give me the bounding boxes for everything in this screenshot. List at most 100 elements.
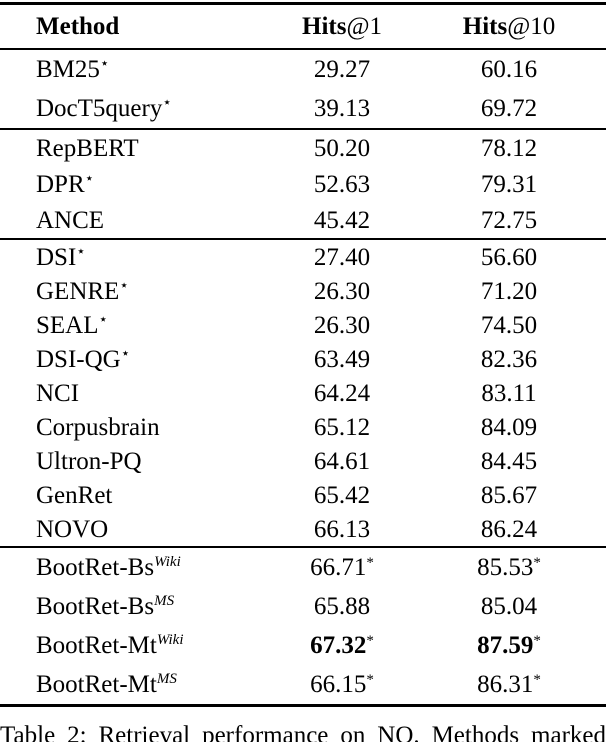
hits10-cell: 60.16 [412,57,606,82]
hits1-cell: 50.20 [272,136,412,161]
method-cell: DSI⋆ [0,243,272,270]
hits10-value: 84.09 [480,413,538,441]
method-cell: GENRE⋆ [0,277,272,305]
table-section: RepBERT 50.20 78.12 DPR⋆ 52.63 79.31 ANC… [0,130,606,238]
method-superscript: Wiki [154,554,181,570]
method-cell: NOVO [0,517,272,542]
table-row: BootRet-BsMS 65.88 85.04 [0,587,606,626]
results-table: Method Hits@1 Hits@10 BM25⋆ 29.27 60.16 … [0,2,606,707]
hits1-value: 39.13 [313,95,371,122]
hits1-cell: 64.24 [272,381,412,406]
table-row: NCI 64.24 83.11 [0,376,606,410]
table-row: Ultron-PQ 64.61 84.45 [0,444,606,478]
hits1-value: 66.15 [310,671,367,698]
method-name: RepBERT [36,134,139,162]
method-cell: BM25⋆ [0,56,272,83]
method-superscript: ⋆ [76,243,86,260]
table-caption: Table 2: Retrieval performance on NQ. Me… [0,722,606,742]
hits1-value: 63.49 [313,345,371,373]
hits1-value: 50.20 [313,134,371,162]
method-cell: BootRet-BsMS [0,593,272,620]
column-header-hits1: Hits@1 [272,14,412,39]
hits10-cell: 84.09 [412,415,606,440]
hits1-cell: 66.15* [272,672,412,697]
table-body: BM25⋆ 29.27 60.16 DocT5query⋆ 39.13 69.7… [0,48,606,704]
method-name: BootRet-Bs [36,554,155,581]
hits1-cell: 63.49 [272,347,412,372]
hits10-value: 86.31 [477,671,534,698]
method-cell: BootRet-BsWiki [0,554,272,581]
hits10-value: 86.24 [480,515,538,543]
hits1-cell: 26.30 [272,313,412,338]
method-cell: ANCE [0,208,272,233]
method-name: DocT5query [36,95,163,122]
method-superscript: ⋆ [99,56,110,72]
hits10-superscript: * [533,672,541,688]
method-name: ANCE [36,206,105,234]
table-row: BootRet-MtWiki 67.32* 87.59* [0,626,606,665]
table-row: Corpusbrain 65.12 84.09 [0,410,606,444]
hits10-value: 85.67 [480,481,538,509]
hits10-value: 79.31 [480,170,538,198]
method-superscript: ⋆ [98,311,108,328]
hits10-cell: 79.31 [412,172,606,197]
table-row: RepBERT 50.20 78.12 [0,130,606,166]
table-row: GenRet 65.42 85.67 [0,478,606,512]
hits10-cell: 78.12 [412,136,606,161]
hits1-cell: 65.12 [272,415,412,440]
hits10-strong: Hits [462,13,508,40]
method-cell: DPR⋆ [0,170,272,198]
hits1-cell: 65.88 [272,594,412,619]
hits1-value: 65.88 [313,593,371,620]
method-name: DSI-QG [36,345,121,373]
hits10-value: 74.50 [480,311,538,339]
method-superscript: ⋆ [84,170,95,187]
hits1-suffix: @1 [346,13,382,40]
method-superscript: MS [156,671,177,687]
hits10-cell: 87.59* [412,633,606,658]
table-row: DSI⋆ 27.40 56.60 [0,240,606,274]
method-name: BootRet-Mt [36,632,157,659]
hits1-value: 26.30 [313,311,371,339]
method-superscript: MS [154,593,175,609]
method-name: GENRE [36,277,120,305]
method-cell: RepBERT [0,136,272,161]
hits1-value: 66.13 [313,515,371,543]
method-superscript: ⋆ [162,95,172,111]
hits10-value: 78.12 [480,134,538,162]
table-row: SEAL⋆ 26.30 74.50 [0,308,606,342]
hits10-cell: 69.72 [412,96,606,121]
method-name: Corpusbrain [36,413,160,441]
method-name: NCI [36,379,80,407]
table-row: NOVO 66.13 86.24 [0,512,606,546]
top-rule [0,2,606,5]
method-superscript: ⋆ [120,345,131,362]
method-name: Ultron-PQ [36,447,142,475]
hits10-value: 69.72 [480,95,538,122]
hits10-value: 71.20 [480,277,538,305]
method-cell: DocT5query⋆ [0,95,272,122]
hits1-value: 27.40 [313,243,371,271]
method-cell: BootRet-MtMS [0,671,272,698]
hits10-value: 87.59 [477,632,534,659]
section-rule [0,546,606,548]
hits1-value: 65.42 [313,481,371,509]
hits1-strong: Hits [302,13,347,40]
hits10-cell: 82.36 [412,347,606,372]
hits10-superscript: * [533,633,541,649]
method-name: DPR [36,170,85,198]
hits10-cell: 85.67 [412,483,606,508]
hits1-cell: 66.13 [272,517,412,542]
section-rule [0,238,606,240]
table-section: BootRet-BsWiki 66.71* 85.53* BootRet-BsM… [0,548,606,704]
method-name: NOVO [36,515,109,543]
table-row: BM25⋆ 29.27 60.16 [0,50,606,89]
hits10-value: 85.04 [480,593,538,620]
hits1-value: 26.30 [313,277,371,305]
column-header-hits10: Hits@10 [412,14,606,39]
table-row: DSI-QG⋆ 63.49 82.36 [0,342,606,376]
hits1-cell: 29.27 [272,57,412,82]
hits1-value: 29.27 [313,56,371,83]
hits1-superscript: * [366,633,374,649]
